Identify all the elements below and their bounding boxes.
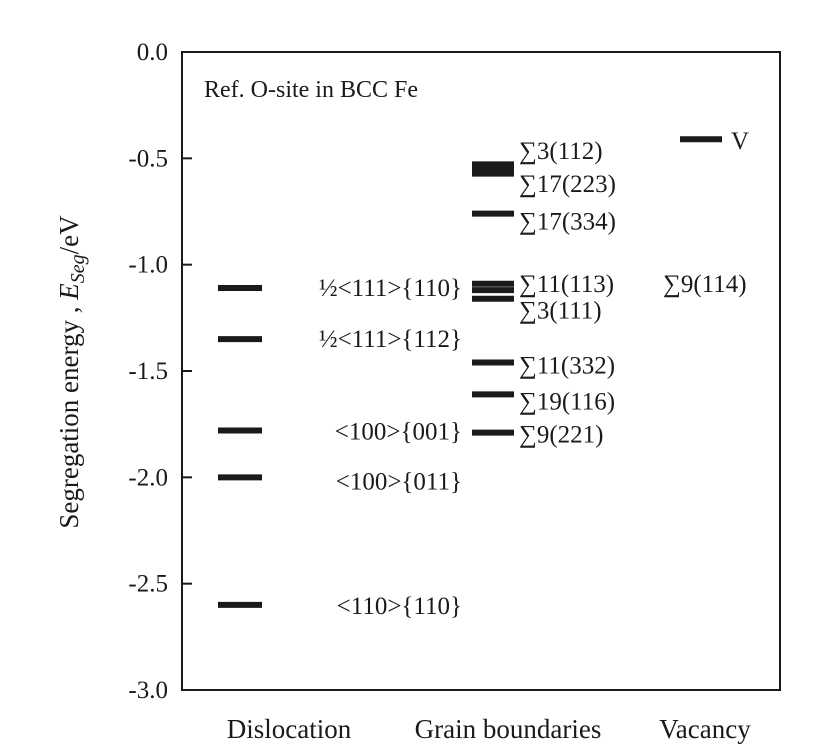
data-mark-label: ½<111>{112} (319, 326, 462, 353)
y-axis-label-subscript: Seg (67, 254, 89, 283)
y-tick-label: -3.0 (128, 677, 168, 704)
y-tick-label: -0.5 (128, 145, 168, 172)
y-tick-label: 0.0 (137, 39, 168, 66)
mark-labels: ½<111>{110} ½<111>{112} <100>{001} <100>{01… (319, 128, 749, 620)
y-axis-label-text: Segregation energy , (54, 300, 84, 529)
data-mark-label: ∑9(221) (519, 422, 603, 449)
data-mark-label: <100>{001} (335, 419, 462, 446)
plot-frame (181, 51, 781, 691)
category-label: Grain boundaries (415, 714, 602, 744)
data-marks (218, 136, 722, 608)
y-axis-label-symbol: E (54, 283, 84, 301)
data-mark-label: <110>{110} (337, 593, 462, 620)
data-mark-label: ∑3(111) (519, 298, 602, 325)
y-tick-label: -2.0 (128, 464, 168, 491)
y-axis: 0.0 -0.5 -1.0 -1.5 -2.0 -2.5 -3.0 (128, 39, 192, 704)
category-label: Vacancy (659, 714, 751, 744)
y-tick-label: -1.5 (128, 358, 168, 385)
data-mark-label: ∑11(113) (519, 271, 614, 298)
y-axis-label: Segregation energy , ESeg/eV (54, 215, 89, 529)
y-axis-label-unit: /eV (54, 215, 84, 254)
reference-note: Ref. O-site in BCC Fe (204, 77, 418, 103)
category-label: Dislocation (227, 714, 352, 744)
y-tick-label: -1.0 (128, 252, 168, 279)
data-mark-label: ∑3(112) (519, 138, 603, 165)
data-mark-label: ∑17(223) (519, 171, 616, 198)
data-mark-label: ∑17(334) (519, 209, 616, 236)
data-mark-label: V (731, 128, 749, 155)
data-mark-label: ½<111>{110} (319, 275, 462, 302)
data-mark-label: <100>{011} (336, 468, 462, 495)
data-mark-label: ∑19(116) (519, 388, 615, 415)
y-tick-label: -2.5 (128, 571, 168, 598)
data-mark-label: ∑9(114) (663, 271, 747, 298)
data-mark-label: ∑11(332) (519, 352, 615, 379)
plot-area (181, 51, 781, 691)
category-labels: Dislocation Grain boundaries Vacancy (227, 714, 751, 744)
